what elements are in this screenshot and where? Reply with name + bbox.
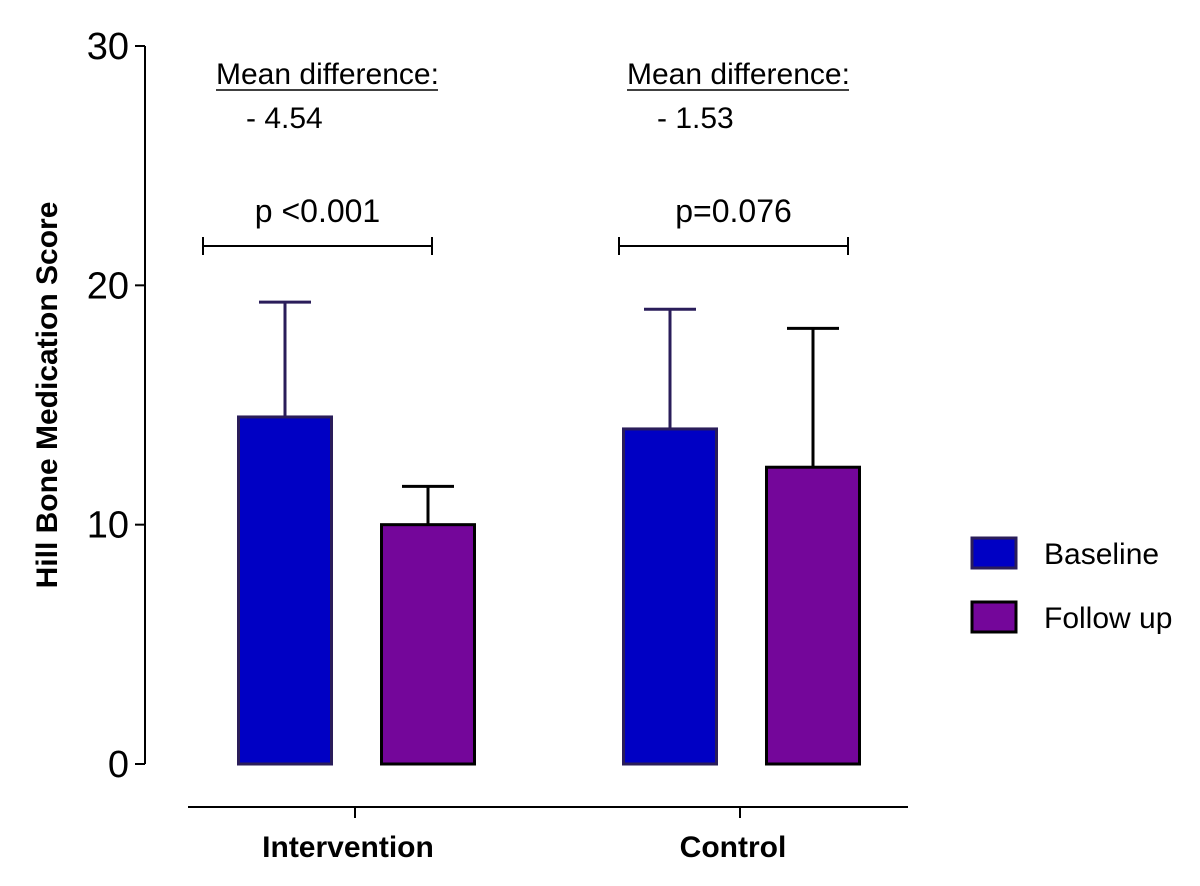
bar-baseline-control — [622, 427, 718, 766]
axes: 0 10 20 30 Hill Bone Medication Score Interve… — [31, 26, 908, 864]
bar-follow-up-control — [765, 465, 861, 766]
bar-follow-up-intervention — [380, 523, 476, 766]
legend-label-baseline: Baseline — [1044, 538, 1159, 571]
mean-difference-heading: Mean difference: — [216, 58, 439, 91]
y-tick-label-10: 10 — [87, 505, 129, 547]
p-value-label: p=0.076 — [675, 193, 792, 229]
mean-difference-heading: Mean difference: — [627, 58, 850, 91]
y-tick-label-30: 30 — [87, 26, 129, 68]
bars — [237, 300, 861, 766]
bar-baseline-intervention — [237, 415, 333, 766]
p-value-label: p <0.001 — [255, 193, 380, 229]
legend-swatch-follow-up — [970, 600, 1018, 634]
x-tick-label-intervention: Intervention — [262, 831, 434, 864]
y-tick-label-0: 0 — [108, 744, 129, 786]
annotation-control: Mean difference: - 1.53 p=0.076 — [618, 58, 850, 255]
legend: Baseline Follow up — [970, 536, 1172, 635]
mean-difference-value: - 1.53 — [657, 102, 734, 135]
mean-difference-value: - 4.54 — [246, 102, 323, 135]
x-tick-label-control: Control — [680, 831, 787, 864]
y-axis-label: Hill Bone Medication Score — [31, 202, 64, 589]
legend-label-follow-up: Follow up — [1044, 602, 1172, 635]
legend-swatch-baseline — [970, 536, 1018, 570]
y-tick-label-20: 20 — [87, 265, 129, 307]
annotation-intervention: Mean difference: - 4.54 p <0.001 — [202, 58, 439, 255]
